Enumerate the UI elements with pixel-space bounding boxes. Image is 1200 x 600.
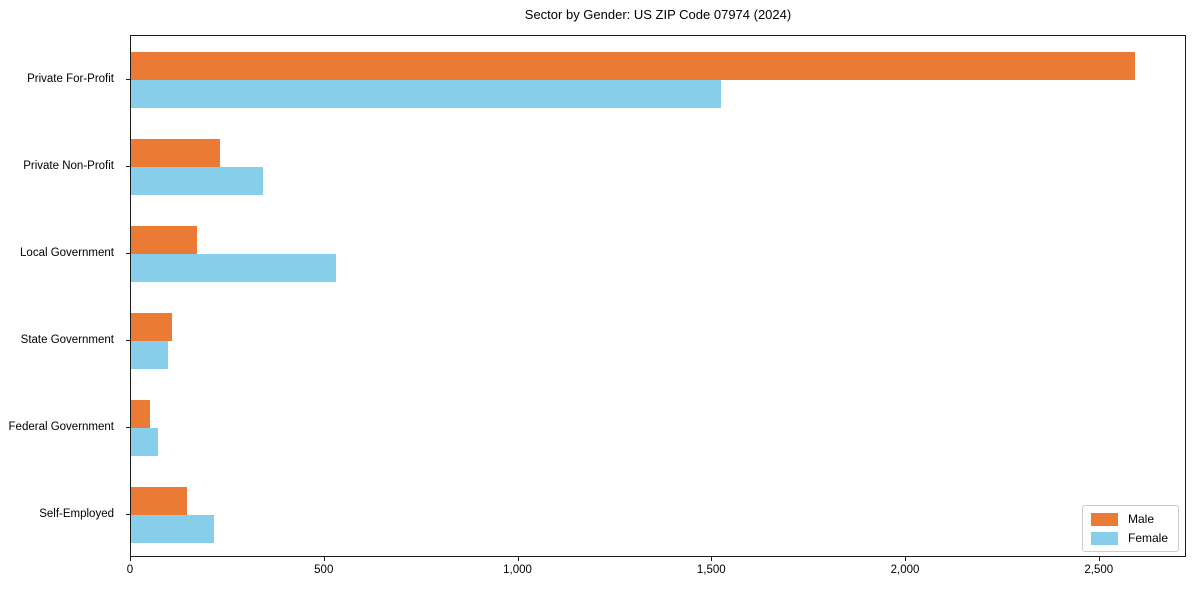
y-axis: Private For-Profit Private Non-Profit Loca… [0, 35, 122, 557]
bar-group-private-non-profit [131, 123, 1185, 210]
x-axis: 0 500 1,000 1,500 2,000 2,500 [127, 557, 1186, 587]
legend-item-male: Male [1090, 512, 1168, 526]
bar-female-private-for-profit [131, 79, 721, 108]
ytick-mark-local-government [126, 252, 130, 254]
ytick-label-local-government: Local Government [20, 246, 114, 259]
chart-title: Sector by Gender: US ZIP Code 07974 (202… [524, 7, 792, 22]
ytick-mark-state-government [126, 339, 130, 341]
xtick-label-0: 0 [126, 564, 134, 576]
xtick-mark-1500 [711, 557, 713, 561]
legend-label-male: Male [1127, 512, 1154, 526]
xtick-label-2500: 2,500 [1084, 564, 1114, 576]
bar-male-private-non-profit [131, 138, 220, 167]
xtick-label-500: 500 [314, 564, 334, 576]
legend-item-female: Female [1090, 531, 1168, 545]
bar-female-self-employed [131, 514, 215, 543]
xtick-label-1000: 1,000 [503, 564, 532, 576]
bar-female-federal-government [131, 427, 159, 456]
legend-swatch-male [1090, 512, 1118, 526]
xtick-label-1500: 1,500 [696, 564, 726, 576]
bar-group-self-employed [131, 471, 1185, 558]
xtick-mark-0 [130, 557, 131, 561]
bar-male-private-for-profit [131, 51, 1135, 80]
ytick-mark-private-for-profit [126, 78, 130, 80]
bar-group-private-for-profit [131, 36, 1185, 123]
plot-area: Male Female [130, 35, 1186, 557]
legend: Male Female [1081, 505, 1179, 552]
bar-female-private-non-profit [131, 166, 263, 195]
bar-male-self-employed [131, 486, 188, 515]
legend-swatch-female [1090, 531, 1118, 545]
xtick-label-2000: 2,000 [890, 564, 920, 576]
xtick-mark-2500 [1098, 557, 1100, 561]
xtick-mark-1000 [517, 557, 519, 561]
bar-female-state-government [131, 340, 168, 369]
ytick-label-federal-government: Federal Government [8, 420, 114, 433]
ytick-label-private-non-profit: Private Non-Profit [23, 159, 114, 172]
ytick-mark-federal-government [126, 426, 130, 428]
bar-male-federal-government [131, 399, 151, 428]
bar-group-local-government [131, 210, 1185, 297]
xtick-mark-2000 [905, 557, 907, 561]
bar-group-federal-government [131, 384, 1185, 471]
ytick-label-state-government: State Government [20, 333, 114, 346]
bar-female-local-government [131, 253, 336, 282]
bar-group-state-government [131, 297, 1185, 384]
ytick-mark-self-employed [126, 513, 130, 515]
legend-label-female: Female [1127, 531, 1168, 545]
ytick-label-self-employed: Self-Employed [39, 507, 114, 520]
bar-male-local-government [131, 225, 197, 254]
bar-male-state-government [131, 312, 172, 341]
xtick-mark-500 [323, 557, 325, 561]
ytick-label-private-for-profit: Private For-Profit [27, 72, 114, 85]
ytick-mark-private-non-profit [126, 165, 130, 167]
